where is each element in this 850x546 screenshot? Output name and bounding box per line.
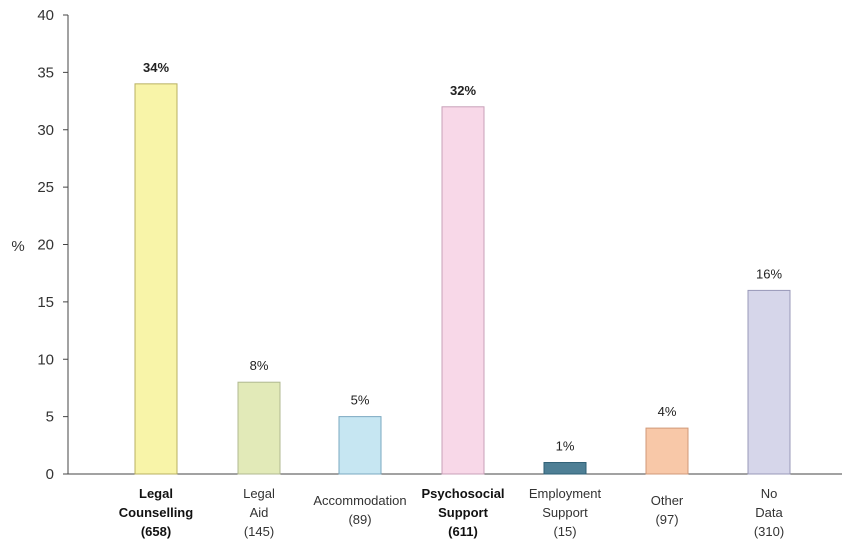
x-tick-label: (658) xyxy=(141,524,171,539)
x-tick-label: Support xyxy=(542,505,588,520)
x-tick-label: Support xyxy=(438,505,488,520)
y-tick-label: 35 xyxy=(37,64,54,81)
bar xyxy=(747,289,791,475)
x-tick-label: (97) xyxy=(655,512,678,527)
x-tick-label: Legal xyxy=(243,486,275,501)
bar xyxy=(645,427,689,475)
y-tick-label: 15 xyxy=(37,294,54,311)
x-tick-label: Other xyxy=(651,493,684,508)
y-axis-label: % xyxy=(11,238,24,255)
x-tick-label: (15) xyxy=(553,524,576,539)
bar xyxy=(543,462,587,475)
bar xyxy=(134,83,178,475)
data-label: 32% xyxy=(450,83,476,98)
y-tick-label: 5 xyxy=(46,409,54,426)
bar xyxy=(237,381,281,475)
chart-labels: 34% Legal Counselling (658) 8% Legal Aid (145) 5… xyxy=(119,60,784,539)
x-tick-label: Employment xyxy=(529,486,602,501)
x-tick-label: (310) xyxy=(754,524,784,539)
y-tick-label: 40 xyxy=(37,7,54,24)
bar xyxy=(338,416,382,475)
y-tick-label: 25 xyxy=(37,179,54,196)
y-tick-label: 10 xyxy=(37,351,54,368)
x-tick-label: Accommodation xyxy=(313,493,406,508)
x-tick-label: No xyxy=(761,486,778,501)
data-label: 16% xyxy=(756,266,782,281)
x-tick-label: Psychosocial xyxy=(421,486,504,501)
data-label: 5% xyxy=(351,393,370,408)
y-tick-label: 0 xyxy=(46,466,54,483)
bar xyxy=(441,106,485,475)
chart-bars xyxy=(134,83,791,475)
x-tick-label: (89) xyxy=(348,512,371,527)
y-tick-label: 20 xyxy=(37,237,54,254)
data-label: 4% xyxy=(658,404,677,419)
x-tick-label: (611) xyxy=(448,524,478,539)
x-tick-label: Legal xyxy=(139,486,173,501)
chart-axes: 0 5 10 15 20 25 30 35 40% xyxy=(11,7,842,483)
x-tick-label: (145) xyxy=(244,524,274,539)
data-label: 1% xyxy=(556,439,575,454)
x-tick-label: Aid xyxy=(250,505,269,520)
x-tick-label: Data xyxy=(755,505,783,520)
data-label: 8% xyxy=(250,358,269,373)
y-tick-label: 30 xyxy=(37,122,54,139)
x-tick-label: Counselling xyxy=(119,505,193,520)
data-label: 34% xyxy=(143,60,169,75)
